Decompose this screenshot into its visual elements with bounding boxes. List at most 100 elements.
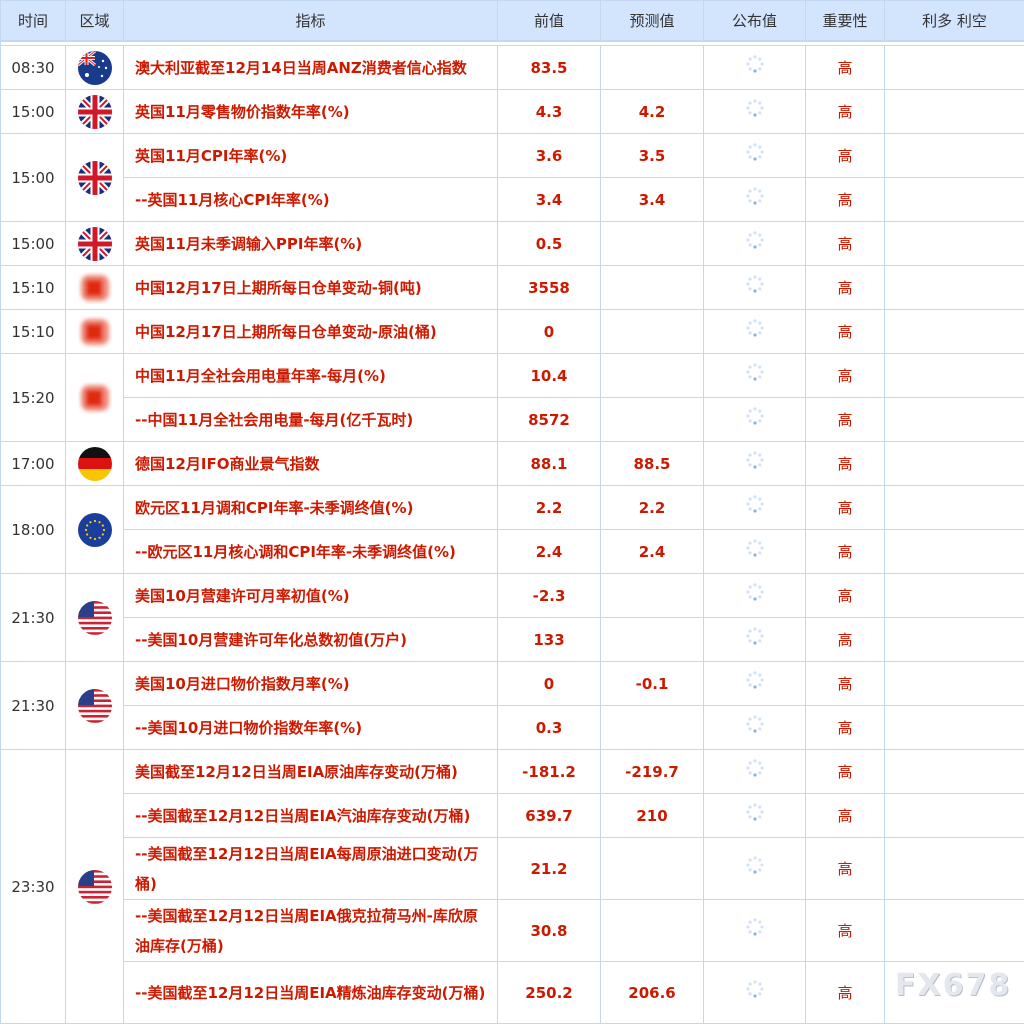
watermark-logo: FX678 [895, 968, 1011, 1003]
australia-flag-icon [78, 51, 112, 85]
actual-value [704, 706, 806, 750]
impact-cell [885, 900, 1024, 962]
actual-value [704, 574, 806, 618]
event-time: 15:10 [1, 266, 66, 310]
importance-badge: 高 [806, 442, 885, 486]
loading-spinner-icon [746, 143, 764, 161]
impact-cell [885, 530, 1024, 574]
header-time: 时间 [1, 1, 66, 42]
indicator-name[interactable]: --美国10月营建许可年化总数初值(万户) [124, 618, 498, 662]
impact-cell [885, 706, 1024, 750]
previous-value: 133 [498, 618, 601, 662]
actual-value [704, 838, 806, 900]
indicator-name[interactable]: --美国截至12月12日当周EIA每周原油进口变动(万桶) [124, 838, 498, 900]
previous-value: 10.4 [498, 354, 601, 398]
indicator-name[interactable]: 美国10月进口物价指数月率(%) [124, 662, 498, 706]
previous-value: 3.6 [498, 134, 601, 178]
forecast-value: 2.4 [601, 530, 704, 574]
forecast-value [601, 838, 704, 900]
indicator-name[interactable]: 澳大利亚截至12月14日当周ANZ消费者信心指数 [124, 46, 498, 90]
importance-badge: 高 [806, 574, 885, 618]
previous-value: 88.1 [498, 442, 601, 486]
indicator-name[interactable]: 美国截至12月12日当周EIA原油库存变动(万桶) [124, 750, 498, 794]
indicator-name[interactable]: 中国11月全社会用电量年率-每月(%) [124, 354, 498, 398]
header-importance: 重要性 [806, 1, 885, 42]
impact-cell [885, 398, 1024, 442]
forecast-value: 4.2 [601, 90, 704, 134]
loading-spinner-icon [746, 407, 764, 425]
uk-flag-icon [78, 161, 112, 195]
forecast-value [601, 706, 704, 750]
importance-badge: 高 [806, 794, 885, 838]
loading-spinner-icon [746, 187, 764, 205]
importance-badge: 高 [806, 222, 885, 266]
loading-spinner-icon [746, 495, 764, 513]
event-time: 15:00 [1, 90, 66, 134]
header-previous: 前值 [498, 1, 601, 42]
actual-value [704, 442, 806, 486]
loading-spinner-icon [746, 275, 764, 293]
indicator-name[interactable]: 英国11月零售物价指数年率(%) [124, 90, 498, 134]
actual-value [704, 134, 806, 178]
loading-spinner-icon [746, 715, 764, 733]
impact-cell [885, 486, 1024, 530]
previous-value: 4.3 [498, 90, 601, 134]
loading-spinner-icon [746, 451, 764, 469]
indicator-name[interactable]: --英国11月核心CPI年率(%) [124, 178, 498, 222]
loading-spinner-icon [746, 539, 764, 557]
importance-badge: 高 [806, 662, 885, 706]
loading-spinner-icon [746, 918, 764, 936]
indicator-name[interactable]: 中国12月17日上期所每日仓单变动-原油(桶) [124, 310, 498, 354]
actual-value [704, 662, 806, 706]
previous-value: 3558 [498, 266, 601, 310]
indicator-name[interactable]: --美国截至12月12日当周EIA汽油库存变动(万桶) [124, 794, 498, 838]
impact-cell [885, 794, 1024, 838]
indicator-name[interactable]: --欧元区11月核心调和CPI年率-未季调终值(%) [124, 530, 498, 574]
indicator-name[interactable]: --美国截至12月12日当周EIA精炼油库存变动(万桶) [124, 962, 498, 1024]
importance-badge: 高 [806, 706, 885, 750]
us-flag-icon [78, 601, 112, 635]
indicator-name[interactable]: --美国截至12月12日当周EIA俄克拉荷马州-库欣原油库存(万桶) [124, 900, 498, 962]
loading-spinner-icon [746, 319, 764, 337]
previous-value: 639.7 [498, 794, 601, 838]
previous-value: 0 [498, 310, 601, 354]
us-flag-icon [78, 870, 112, 904]
indicator-name[interactable]: 英国11月CPI年率(%) [124, 134, 498, 178]
indicator-name[interactable]: 中国12月17日上期所每日仓单变动-铜(吨) [124, 266, 498, 310]
indicator-name[interactable]: --中国11月全社会用电量-每月(亿千瓦时) [124, 398, 498, 442]
previous-value: 0.3 [498, 706, 601, 750]
importance-badge: 高 [806, 46, 885, 90]
indicator-name[interactable]: 欧元区11月调和CPI年率-未季调终值(%) [124, 486, 498, 530]
actual-value [704, 750, 806, 794]
importance-badge: 高 [806, 486, 885, 530]
forecast-value: 206.6 [601, 962, 704, 1024]
indicator-name[interactable]: 英国11月未季调输入PPI年率(%) [124, 222, 498, 266]
importance-badge: 高 [806, 310, 885, 354]
table-row: --美国10月进口物价指数年率(%)0.3 高 [1, 706, 1024, 750]
loading-spinner-icon [746, 856, 764, 874]
indicator-name[interactable]: 德国12月IFO商业景气指数 [124, 442, 498, 486]
forecast-value [601, 900, 704, 962]
indicator-name[interactable]: 美国10月营建许可月率初值(%) [124, 574, 498, 618]
indicator-name[interactable]: --美国10月进口物价指数年率(%) [124, 706, 498, 750]
actual-value [704, 530, 806, 574]
impact-cell [885, 90, 1024, 134]
forecast-value [601, 618, 704, 662]
loading-spinner-icon [746, 99, 764, 117]
impact-cell [885, 354, 1024, 398]
event-time: 21:30 [1, 574, 66, 662]
forecast-value: -219.7 [601, 750, 704, 794]
importance-badge: 高 [806, 530, 885, 574]
